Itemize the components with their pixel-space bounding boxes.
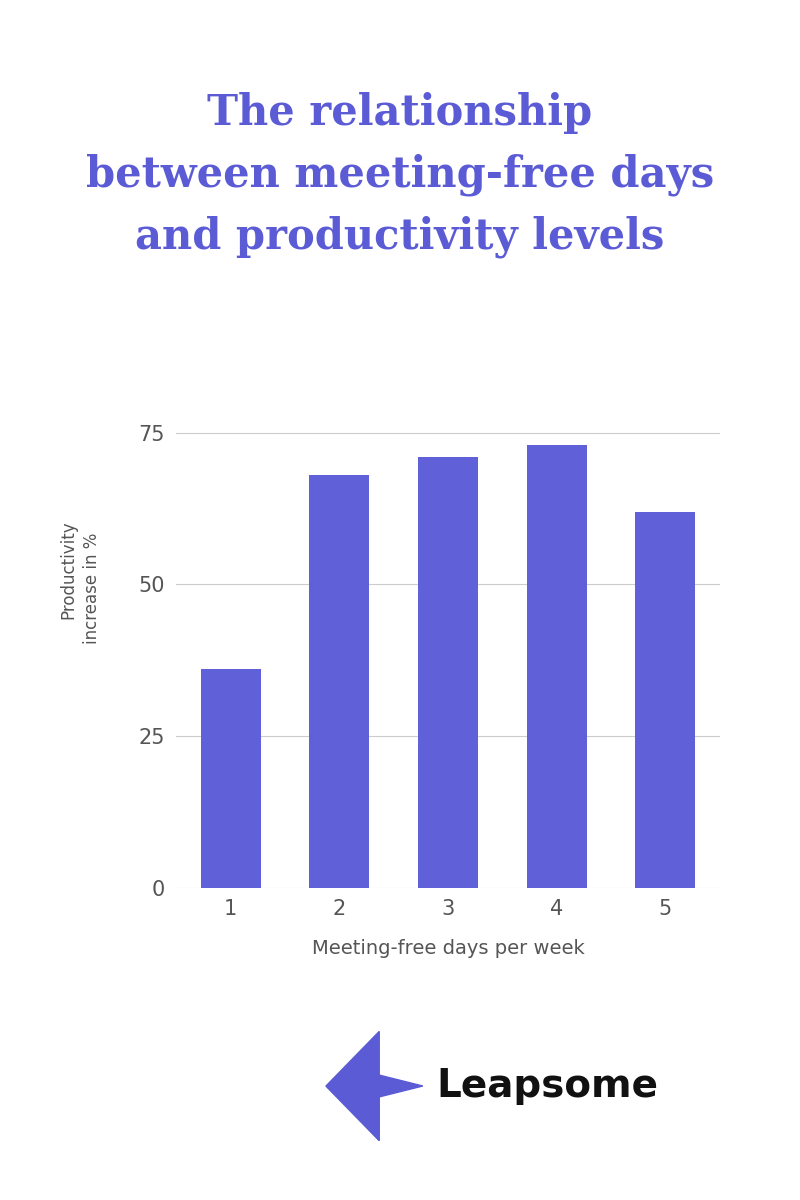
Bar [201,670,261,888]
Text: Productivity: Productivity [59,521,77,619]
Bar [418,457,478,888]
Bar [635,511,695,888]
Polygon shape [326,1031,422,1140]
Bar [527,445,586,888]
X-axis label: Meeting-free days per week: Meeting-free days per week [312,938,584,958]
Polygon shape [326,1086,379,1140]
Text: The relationship
between meeting-free days
and productivity levels: The relationship between meeting-free da… [86,92,714,258]
Text: Leapsome: Leapsome [436,1067,658,1105]
Bar [310,475,369,888]
Text: increase in %: increase in % [83,533,101,643]
